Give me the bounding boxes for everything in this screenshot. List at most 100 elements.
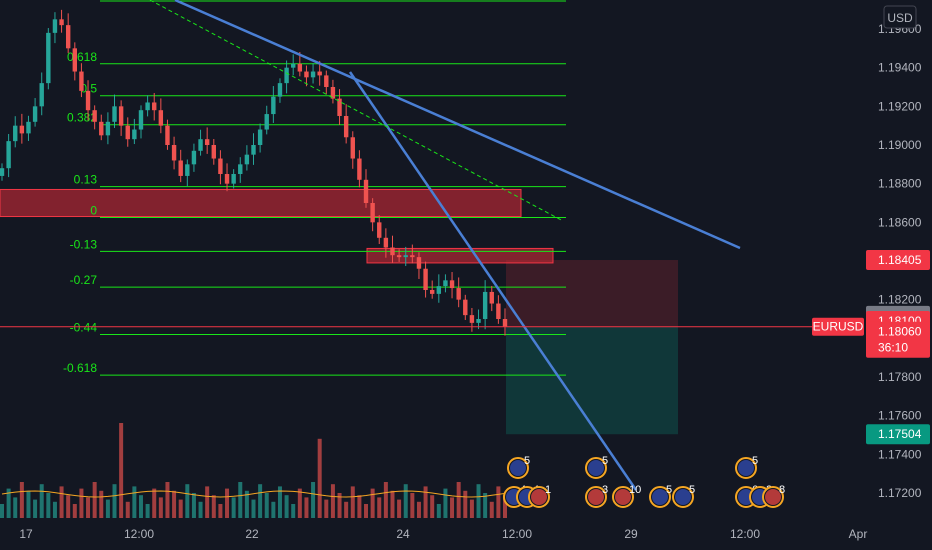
volume-bars <box>0 423 507 518</box>
candle-body <box>52 19 58 33</box>
volume-bar <box>476 484 481 518</box>
volume-bar <box>86 497 91 518</box>
event-count: 10 <box>629 484 641 496</box>
symbol-label: EURUSD <box>813 320 864 334</box>
candlesticks <box>0 9 508 336</box>
volume-bar <box>443 488 448 518</box>
candle-body <box>118 106 124 126</box>
volume-bar <box>152 488 157 518</box>
price-tag-current <box>866 321 930 358</box>
candle-body <box>19 125 25 134</box>
volume-bar <box>410 493 415 518</box>
currency-button[interactable]: USD <box>883 5 917 29</box>
price-tag-stop <box>866 250 930 271</box>
economic-event-us[interactable]: 1 <box>528 484 551 508</box>
candle-body <box>489 291 494 304</box>
time-tick: 29 <box>624 527 638 541</box>
price-tick: 1.19400 <box>878 61 922 75</box>
time-tick: 22 <box>245 527 259 541</box>
candle-body <box>383 237 389 248</box>
economic-event-us[interactable]: 8 <box>762 484 785 508</box>
trendline-steep[interactable] <box>348 71 638 491</box>
time-axis-background <box>0 520 932 550</box>
volume-bar <box>344 501 349 518</box>
price-tick: 1.17200 <box>878 486 922 500</box>
economic-event-eu[interactable]: 5 <box>507 455 530 479</box>
volume-bar <box>72 504 77 518</box>
economic-event-eu[interactable]: 5 <box>735 455 758 479</box>
volume-bar <box>218 504 223 518</box>
supply-zone-2[interactable] <box>366 247 554 264</box>
volume-bar <box>178 499 183 518</box>
volume-bar <box>19 482 24 518</box>
volume-bar <box>145 504 150 518</box>
candle-body <box>171 145 177 161</box>
position-tool[interactable] <box>506 260 678 435</box>
volume-bar <box>0 504 4 518</box>
volume-moving-average <box>1 490 506 498</box>
candle-body <box>476 319 481 323</box>
volume-bar <box>66 495 71 518</box>
time-axis[interactable]: 17 12:00 22 24 12:00 29 12:00 Apr <box>0 520 932 550</box>
volume-bar <box>138 495 143 518</box>
candle-body <box>396 255 402 258</box>
candle-body <box>105 121 111 136</box>
volume-bar <box>503 495 507 518</box>
volume-bar <box>185 484 190 518</box>
candle-body <box>429 290 435 294</box>
event-count: 5 <box>524 455 530 467</box>
economic-event-us[interactable]: 10 <box>612 484 641 508</box>
volume-bar <box>225 488 230 518</box>
volume-bar <box>350 486 355 518</box>
supply-zone-1[interactable] <box>0 188 522 218</box>
candle-body <box>65 25 71 49</box>
symbol-price-label[interactable]: EURUSD <box>812 317 864 336</box>
time-tick: 12:00 <box>124 527 154 541</box>
candle-body <box>6 141 11 169</box>
economic-event-eu[interactable]: 5 <box>585 455 608 479</box>
economic-event-eu[interactable]: 5 <box>672 484 695 508</box>
price-tag-value: 1.17504 <box>878 427 922 441</box>
volume-bar <box>450 497 455 518</box>
volume-bar <box>244 490 249 518</box>
volume-bar <box>317 438 322 518</box>
volume-bar <box>105 499 110 518</box>
time-tick: 24 <box>396 527 410 541</box>
volume-bar <box>456 482 461 518</box>
volume-bar <box>198 501 203 518</box>
candle-body <box>423 268 428 290</box>
eu-flag-icon <box>588 460 604 476</box>
volume-bar <box>271 501 276 518</box>
candle-body <box>132 129 137 140</box>
candle-body <box>469 315 475 323</box>
volume-bar <box>330 484 335 518</box>
candle-body <box>416 257 422 269</box>
volume-bar <box>33 499 38 518</box>
candle-body <box>502 319 508 327</box>
volume-bar <box>337 493 342 518</box>
volume-bar <box>119 423 124 518</box>
stop-loss-zone <box>506 260 678 327</box>
trendline-upper[interactable] <box>174 0 741 250</box>
volume-bar <box>416 501 421 518</box>
volume-bar <box>52 501 57 518</box>
time-tick: 17 <box>19 527 33 541</box>
candle-body <box>297 63 303 72</box>
event-count: 1 <box>545 484 551 496</box>
candle-body <box>363 179 369 203</box>
trendlines[interactable] <box>149 0 741 491</box>
event-count: 5 <box>666 484 672 496</box>
price-axis[interactable]: 1.196001.194001.192001.190001.188001.186… <box>862 0 932 550</box>
volume-bar <box>489 501 494 518</box>
time-axis-ticks: 17 12:00 22 24 12:00 29 12:00 Apr <box>19 527 867 541</box>
economic-event-eu[interactable]: 5 <box>649 484 672 508</box>
candle-body <box>59 19 64 26</box>
price-tick: 1.17400 <box>878 447 922 461</box>
economic-events[interactable]: 54415310555628 <box>503 455 785 508</box>
economic-event-us[interactable]: 3 <box>585 484 608 508</box>
volume-bar <box>423 486 428 518</box>
candle-body <box>185 164 190 176</box>
candle-body <box>496 303 501 319</box>
time-tick: Apr <box>849 527 868 541</box>
